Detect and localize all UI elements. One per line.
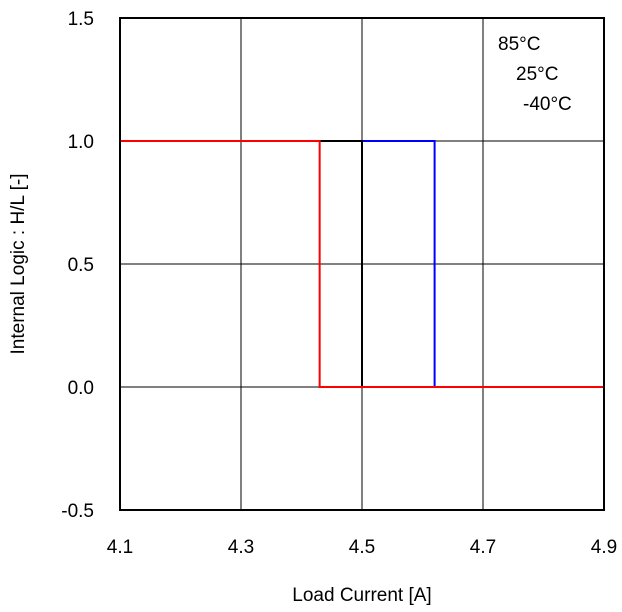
y-tick-label-4: -0.5 <box>61 501 94 522</box>
x-tick-label-3: 4.7 <box>470 537 496 558</box>
x-tick-label-4: 4.9 <box>591 537 617 558</box>
x-tick-label-1: 4.3 <box>228 537 254 558</box>
y-tick-label-3: 0.0 <box>68 378 94 399</box>
y-tick-label-1: 1.0 <box>68 132 94 153</box>
y-tick-label-2: 0.5 <box>68 255 94 276</box>
x-tick-label-0: 4.1 <box>107 537 133 558</box>
legend-entry-25c: 25°C <box>516 64 558 85</box>
legend-entry-minus40c: -40°C <box>523 94 572 115</box>
y-axis-label: Internal Logic : H/L [-] <box>8 174 29 355</box>
x-tick-label-2: 4.5 <box>349 537 375 558</box>
x-tick-labels: 4.1 4.3 4.5 4.7 4.9 <box>107 537 617 558</box>
legend-entry-85c: 85°C <box>498 34 540 55</box>
y-tick-labels: 1.5 1.0 0.5 0.0 -0.5 <box>61 9 94 522</box>
y-tick-label-0: 1.5 <box>68 9 94 30</box>
x-axis-label: Load Current [A] <box>292 585 431 606</box>
plot-frame <box>119 17 605 511</box>
series-line-85c <box>120 140 604 388</box>
series-group <box>120 140 604 388</box>
